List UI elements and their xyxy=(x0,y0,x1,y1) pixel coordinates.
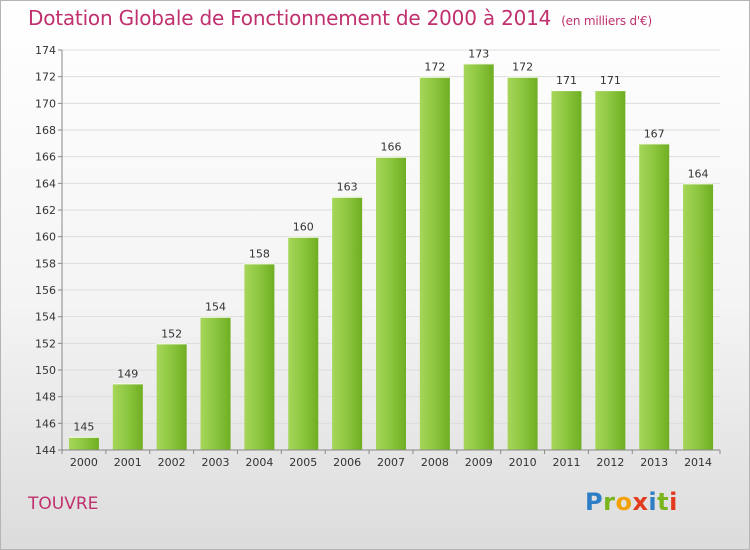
bar-value-label: 152 xyxy=(161,327,182,340)
x-tick-label: 2009 xyxy=(465,456,493,469)
bar-value-label: 167 xyxy=(644,127,665,140)
y-tick-label: 152 xyxy=(35,337,56,350)
x-tick-label: 2006 xyxy=(333,456,361,469)
bar-2010 xyxy=(507,76,538,451)
bar-2000 xyxy=(68,436,99,450)
y-tick-label: 154 xyxy=(35,311,56,324)
bar-2011 xyxy=(551,90,582,450)
bar-2005 xyxy=(288,236,319,450)
x-tick-label: 2008 xyxy=(421,456,449,469)
bar-value-label: 166 xyxy=(381,141,402,154)
bar-2001 xyxy=(112,383,143,450)
bar-value-label: 164 xyxy=(688,167,709,180)
bar-value-label: 173 xyxy=(468,47,489,60)
logo-letter: i xyxy=(669,488,678,516)
x-tick-label: 2014 xyxy=(684,456,712,469)
logo-letter: x xyxy=(632,488,649,516)
chart-title-text: Dotation Globale de Fonctionnement de 20… xyxy=(28,6,552,30)
bar-2007 xyxy=(376,156,406,450)
x-tick-label: 2004 xyxy=(245,456,273,469)
bar-value-label: 154 xyxy=(205,301,226,314)
bar-2009 xyxy=(463,63,494,450)
y-tick-label: 156 xyxy=(35,284,56,297)
bar-value-label: 172 xyxy=(424,61,445,74)
x-tick-label: 2011 xyxy=(552,456,580,469)
chart-subtitle: (en milliers d'€) xyxy=(561,14,652,28)
logo-letter: P xyxy=(585,488,604,516)
bar-2002 xyxy=(156,343,187,450)
logo-letter: o xyxy=(615,488,633,516)
bar-value-label: 171 xyxy=(556,74,577,87)
bar-value-label: 172 xyxy=(512,61,533,74)
proxiti-logo[interactable]: Proxiti xyxy=(585,488,678,516)
x-tick-label: 2013 xyxy=(640,456,668,469)
bar-2003 xyxy=(200,316,231,450)
chart-title: Dotation Globale de Fonctionnement de 20… xyxy=(28,6,652,30)
bars: 145 149 152 154 158 160 163 166 172 173 172 171 171 1… xyxy=(68,47,714,451)
logo-letter: i xyxy=(648,488,658,516)
y-tick-label: 144 xyxy=(35,444,56,457)
bar-2013 xyxy=(639,143,670,451)
y-tick-label: 164 xyxy=(35,177,56,190)
bar-2006 xyxy=(332,196,363,450)
bar-value-label: 149 xyxy=(117,367,138,380)
y-tick-label: 158 xyxy=(35,257,56,270)
y-tick-label: 162 xyxy=(35,204,56,217)
x-tick-label: 2000 xyxy=(70,456,98,469)
y-tick-label: 168 xyxy=(35,124,56,137)
y-tick-label: 160 xyxy=(35,231,56,244)
x-tick-label: 2007 xyxy=(377,456,405,469)
bar-2008 xyxy=(419,76,450,451)
y-tick-label: 146 xyxy=(35,417,56,430)
y-tick-label: 172 xyxy=(35,71,56,84)
logo-letter: t xyxy=(657,488,670,516)
x-tick-label: 2003 xyxy=(202,456,230,469)
y-tick-label: 174 xyxy=(35,44,56,57)
x-axis: 2000 2001 2002 2003 2004 2005 2006 2007 2008 2009… xyxy=(61,449,721,469)
bar-2004 xyxy=(244,263,275,450)
y-tick-label: 166 xyxy=(35,151,56,164)
x-tick-label: 2002 xyxy=(158,456,186,469)
bar-value-label: 171 xyxy=(600,74,621,87)
bar-2012 xyxy=(595,90,626,450)
x-tick-label: 2005 xyxy=(289,456,317,469)
x-tick-label: 2010 xyxy=(509,456,537,469)
bar-value-label: 160 xyxy=(293,221,314,234)
bar-value-label: 158 xyxy=(249,247,270,260)
x-tick-label: 2001 xyxy=(114,456,142,469)
bar-value-label: 145 xyxy=(73,421,94,434)
x-tick-label: 2012 xyxy=(596,456,624,469)
y-tick-label: 148 xyxy=(35,391,56,404)
bar-value-label: 163 xyxy=(337,181,358,194)
y-tick-label: 150 xyxy=(35,364,56,377)
y-axis: 144 146 148 150 152 154 156 158 160 162 164 166 168 1… xyxy=(35,44,63,457)
logo-letter: r xyxy=(603,488,616,516)
commune-name: TOUVRE xyxy=(28,494,99,514)
y-tick-label: 170 xyxy=(35,97,56,110)
bar-2014 xyxy=(683,183,714,451)
